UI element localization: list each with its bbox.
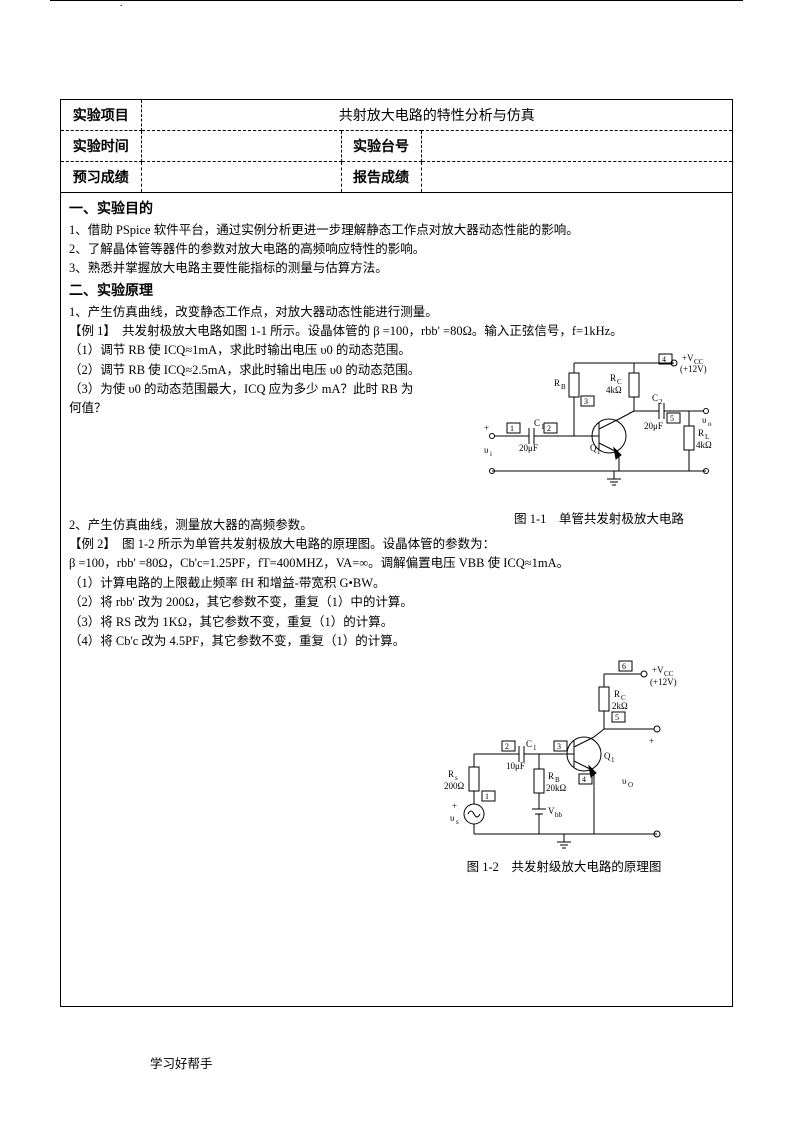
svg-text:R: R [554,378,560,388]
circuit1-figure: +V CC (+12V) 4 R C 4kΩ [484,351,714,529]
svg-text:+: + [484,423,489,433]
report-value [421,162,732,193]
svg-text:(+12V): (+12V) [680,364,707,374]
svg-text:O: O [628,781,633,789]
spacer [69,878,724,998]
svg-text:3: 3 [584,397,588,406]
example2-params: β =100，rbb' =80Ω，Cb'c=1.25PF，fT=400MHZ，V… [69,554,724,573]
example2-title: 【例 2】 [69,537,110,551]
svg-text:1: 1 [597,448,601,456]
section2-title: 二、实验原理 [69,281,724,303]
principle-1: 1、产生仿真曲线，改变静态工作点，对放大器动态性能进行测量。 [69,303,724,322]
main-box: 实验项目 共射放大电路的特性分析与仿真 实验时间 实验台号 预习成绩 报告成绩 … [60,99,733,1007]
example1-line: 【例 1】 共发射极放大电路如图 1-1 所示。设晶体管的 β =100，rbb… [69,322,724,341]
circuit2-figure: +V CC (+12V) 6 R C 2kΩ [444,659,684,877]
time-label: 实验时间 [61,131,141,162]
svg-text:2kΩ: 2kΩ [612,701,628,711]
fig1-caption: 图 1-1 单管共发射极放大电路 [484,510,714,529]
example2-line: 【例 2】 图 1-2 所示为单管共发射极放大电路的原理图。设晶体管的参数为： [69,535,724,554]
svg-text:10μF: 10μF [506,761,525,771]
example1-title: 【例 1】 [69,324,110,338]
svg-text:Q: Q [604,751,611,761]
svg-text:5: 5 [670,414,674,423]
svg-text:B: B [561,383,566,391]
svg-text:R: R [548,771,554,781]
example2-desc: 图 1-2 所示为单管共发射极放大电路的原理图。设晶体管的参数为： [122,537,495,551]
bench-value [421,131,732,162]
svg-text:20μF: 20μF [519,443,538,453]
time-value [141,131,341,162]
svg-text:R: R [610,373,616,383]
svg-text:i: i [490,450,492,458]
svg-text:4kΩ: 4kΩ [606,385,622,395]
svg-text:+: + [452,801,457,811]
svg-text:C: C [652,393,658,403]
circuit1-svg: +V CC (+12V) 4 R C 4kΩ [484,351,714,506]
svg-text:1: 1 [485,792,489,801]
example2-q4: （4）将 Cb'c 改为 4.5PF，其它参数不变，重复（1）的计算。 [69,632,724,651]
svg-text:+: + [649,736,654,746]
example2-q3: （3）将 RS 改为 1KΩ，其它参数不变，重复（1）的计算。 [69,613,724,632]
objective-3: 3、熟悉并掌握放大电路主要性能指标的测量与估算方法。 [69,259,724,278]
svg-text:bb: bb [555,811,563,819]
fig2-caption: 图 1-2 共发射级放大电路的原理图 [444,858,684,877]
svg-text:4: 4 [582,775,586,784]
objective-1: 1、借助 PSpice 软件平台，通过实例分析更进一步理解静态工作点对放大器动态… [69,221,724,240]
svg-text:Q: Q [590,443,597,453]
page-content: 实验项目 共射放大电路的特性分析与仿真 实验时间 实验台号 预习成绩 报告成绩 … [0,1,793,1047]
example2-q1: （1）计算电路的上限截止频率 fH 和增益-带宽积 G•BW。 [69,574,724,593]
svg-text:6: 6 [622,662,626,671]
svg-text:4kΩ: 4kΩ [696,440,712,450]
svg-text:2: 2 [659,398,663,406]
svg-text:υ: υ [450,813,455,823]
bench-label: 实验台号 [341,131,421,162]
preview-label: 预习成绩 [61,162,141,193]
project-label: 实验项目 [61,100,141,131]
example1-desc: 共发射极放大电路如图 1-1 所示。设晶体管的 β =100，rbb' =80Ω… [122,324,623,338]
header-table: 实验项目 共射放大电路的特性分析与仿真 实验时间 实验台号 预习成绩 报告成绩 [61,100,732,193]
svg-text:200Ω: 200Ω [444,781,465,791]
svg-text:+V: +V [682,353,694,363]
svg-text:o: o [708,420,712,428]
preview-value [141,162,341,193]
svg-text:s: s [456,818,459,826]
svg-text:+V: +V [652,665,664,675]
svg-text:1: 1 [533,744,537,752]
report-label: 报告成绩 [341,162,421,193]
objective-2: 2、了解晶体管等器件的参数对放大电路的高频响应特性的影响。 [69,240,724,259]
circuit2-svg: +V CC (+12V) 6 R C 2kΩ [444,659,684,854]
svg-text:(+12V): (+12V) [650,677,677,687]
circuit2-wrap: +V CC (+12V) 6 R C 2kΩ [69,659,724,877]
content-body: 一、实验目的 1、借助 PSpice 软件平台，通过实例分析更进一步理解静态工作… [61,193,732,1006]
svg-text:20μF: 20μF [644,421,663,431]
svg-text:3: 3 [557,742,561,751]
svg-text:1: 1 [510,424,514,433]
page-footer: 学习好帮手 [150,1053,213,1072]
circuit1-wrap: （2）调节 RB 使 ICQ≈2.5mA，求此时输出电压 υ0 的动态范围。 （… [69,361,724,516]
svg-text:υ: υ [622,776,627,786]
svg-text:V: V [548,806,555,816]
example2-q2: （2）将 rbb' 改为 200Ω，其它参数不变，重复（1）中的计算。 [69,593,724,612]
section1-title: 一、实验目的 [69,199,724,221]
svg-text:R: R [614,689,620,699]
svg-text:5: 5 [615,713,619,722]
svg-text:R: R [698,428,704,438]
svg-text:R: R [448,769,454,779]
svg-text:1: 1 [611,756,615,764]
svg-text:υ: υ [484,445,489,455]
project-value: 共射放大电路的特性分析与仿真 [141,100,732,131]
svg-text:C: C [526,739,532,749]
svg-text:2: 2 [547,424,551,433]
page-top-rule: . [50,0,743,1]
svg-text:υ: υ [702,415,707,425]
decorative-dots: . [120,0,203,9]
svg-text:2: 2 [505,742,509,751]
svg-text:C: C [534,418,540,428]
svg-text:20kΩ: 20kΩ [546,783,567,793]
